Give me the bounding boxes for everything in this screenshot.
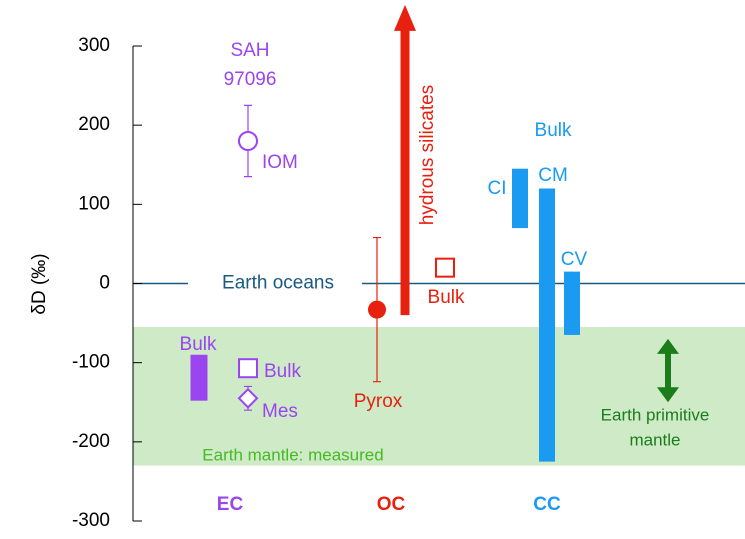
- series-label: Pyrox: [354, 391, 403, 412]
- reference-label: Earth oceans: [222, 273, 334, 294]
- series-label: Earth primitive: [601, 405, 710, 424]
- y-tick-label: 300: [78, 35, 110, 56]
- series-label: Bulk: [180, 334, 217, 355]
- series-label: CV: [561, 249, 588, 270]
- range-bar: [190, 354, 208, 401]
- series-label: Bulk: [264, 361, 301, 382]
- range-bar: [512, 168, 528, 229]
- circle-marker: [238, 131, 258, 151]
- y-tick-label: 200: [78, 114, 110, 135]
- annotation: Bulk: [535, 120, 572, 141]
- double-arrow: [657, 338, 679, 403]
- band: [133, 327, 745, 466]
- band-label: Earth mantle: measured: [202, 445, 383, 464]
- series-label: CI: [488, 178, 507, 199]
- arrow: [394, 4, 416, 316]
- range-bar: [539, 188, 555, 462]
- series-label: mantle: [629, 430, 680, 449]
- y-tick-label: -100: [72, 352, 110, 373]
- category-label: OC: [377, 494, 406, 515]
- y-tick-label: 0: [99, 273, 110, 294]
- y-tick-label: -300: [72, 510, 110, 531]
- series-label: Mes: [262, 401, 298, 422]
- y-tick-label: -200: [72, 431, 110, 452]
- sample-label: SAH: [230, 40, 269, 61]
- category-label: EC: [217, 494, 244, 515]
- range-bar: [564, 271, 580, 335]
- series-label: Bulk: [428, 287, 465, 308]
- circle-marker: [368, 300, 386, 319]
- y-tick-label: 100: [78, 193, 110, 214]
- sample-label: 97096: [224, 69, 277, 90]
- y-axis-label: δD (‰): [29, 253, 50, 314]
- series-label: IOM: [262, 152, 298, 173]
- square-marker: [435, 257, 455, 278]
- diamond-marker: [237, 387, 259, 409]
- category-label: CC: [533, 494, 561, 515]
- series-label: hydrous silicates: [417, 85, 438, 225]
- square-marker: [238, 358, 258, 379]
- series-label: CM: [538, 165, 568, 186]
